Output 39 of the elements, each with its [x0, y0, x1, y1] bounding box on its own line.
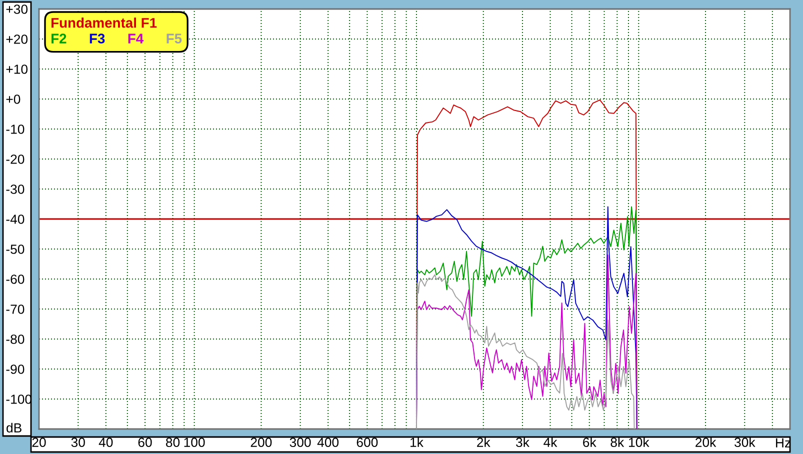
- y-tick-label: -50: [6, 244, 24, 254]
- text: F3: [90, 34, 105, 44]
- y-tick-label: +0: [6, 94, 20, 104]
- x-tick-label: 3k: [516, 437, 530, 448]
- x-tick-label: 80: [166, 438, 180, 448]
- text: F4: [128, 34, 144, 44]
- x-tick-label: 8k: [610, 437, 624, 448]
- y-tick-label: +30: [6, 4, 28, 14]
- y-tick-label: -90: [6, 364, 24, 374]
- x-tick-label: 100: [184, 438, 205, 448]
- y-tick-label: -40: [6, 214, 24, 224]
- x-tick-label: 30k: [734, 437, 756, 448]
- y-tick-label: -60: [6, 274, 24, 284]
- y-tick-label: +10: [6, 64, 28, 74]
- y-tick-label: +20: [6, 34, 28, 44]
- x-tick-label: 20: [32, 438, 46, 448]
- y-tick-label: -20: [6, 154, 24, 164]
- text: Fundamental F1: [51, 18, 157, 28]
- x-tick-label: 20k: [696, 437, 716, 448]
- x-tick-label: 2k: [477, 437, 490, 447]
- text: F5: [166, 34, 182, 44]
- x-tick-label: 10k: [629, 437, 650, 448]
- x-axis-title: Hz: [776, 438, 790, 448]
- y-tick-label: -30: [6, 184, 24, 194]
- x-tick-label: 300: [290, 438, 311, 448]
- text: F2: [51, 34, 66, 44]
- y-tick-label: -10: [6, 124, 24, 134]
- x-tick-label: 40: [98, 438, 113, 448]
- y-axis-title: dB: [6, 422, 22, 433]
- x-tick-label: 6k: [583, 437, 596, 448]
- y-tick-label: -80: [6, 334, 24, 344]
- x-tick-label: 1k: [410, 437, 424, 447]
- x-tick-label: 600: [356, 438, 378, 448]
- x-tick-label: 30: [71, 438, 85, 448]
- x-tick-label: 4k: [544, 437, 558, 447]
- x-tick-label: 200: [250, 438, 272, 448]
- x-tick-label: 60: [138, 438, 152, 448]
- y-tick-label: -70: [6, 304, 24, 314]
- x-tick-label: 400: [317, 438, 339, 448]
